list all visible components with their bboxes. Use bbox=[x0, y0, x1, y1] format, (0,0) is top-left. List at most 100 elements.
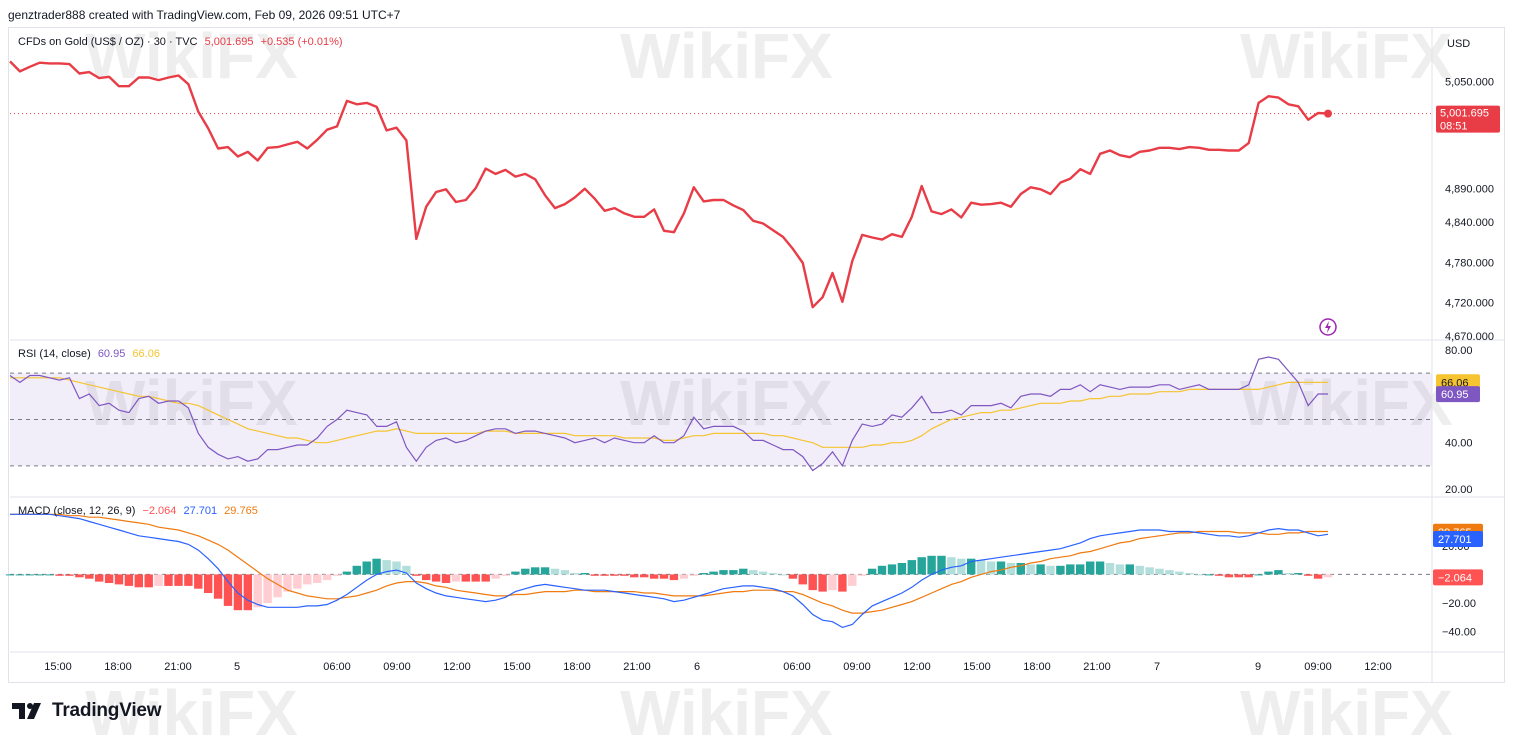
macd-histogram-bar bbox=[322, 574, 332, 581]
macd-histogram-bar bbox=[1175, 571, 1184, 575]
macd-histogram-bar bbox=[1026, 564, 1035, 575]
macd-histogram-bar bbox=[65, 574, 74, 576]
rsi-ma-line bbox=[10, 377, 1328, 448]
macd-value-label: 27.701 bbox=[183, 505, 218, 517]
macd-histogram-bar bbox=[154, 574, 163, 586]
macd-histogram-bar bbox=[1195, 574, 1204, 576]
macd-line bbox=[10, 513, 1329, 629]
macd-histogram-bar bbox=[1214, 574, 1224, 576]
macd-histogram-bar bbox=[1036, 564, 1045, 575]
macd-histogram-bar bbox=[967, 558, 976, 575]
macd-histogram-bar bbox=[640, 574, 649, 578]
macd-histogram-bar bbox=[451, 574, 461, 582]
macd-histogram-bar bbox=[1204, 574, 1214, 576]
macd-histogram-bar bbox=[858, 574, 867, 576]
macd-histogram-bar bbox=[213, 574, 223, 599]
macd-histogram-bar bbox=[600, 574, 609, 576]
macd-histogram-bar bbox=[392, 561, 401, 575]
rsi-badge bbox=[1436, 386, 1480, 403]
macd-badge-value: 27.701 bbox=[1438, 534, 1472, 546]
macd-histogram-bar bbox=[481, 574, 490, 582]
macd-histogram-bar bbox=[838, 574, 847, 592]
time-tick-label: 12:00 bbox=[443, 661, 471, 673]
last-price-badge bbox=[1436, 105, 1500, 133]
macd-histogram-bar bbox=[1185, 573, 1194, 575]
time-tick-label: 21:00 bbox=[164, 661, 192, 673]
macd-histogram-bar bbox=[184, 574, 193, 586]
macd-histogram-bar bbox=[5, 574, 15, 576]
macd-histogram-bar bbox=[491, 574, 500, 579]
macd-histogram-bar bbox=[313, 574, 322, 583]
macd-histogram-bar bbox=[253, 574, 262, 608]
macd-histogram-bar bbox=[808, 574, 817, 591]
macd-histogram-bar bbox=[422, 574, 431, 581]
price-line bbox=[9, 60, 1329, 309]
macd-histogram-bar bbox=[947, 557, 956, 575]
time-tick-label: 09:00 bbox=[1304, 661, 1332, 673]
macd-hist-value-label: −2.064 bbox=[142, 505, 177, 517]
macd-histogram-bar bbox=[570, 573, 579, 575]
macd-histogram-bar bbox=[1224, 574, 1234, 578]
tradingview-logo-icon bbox=[12, 703, 41, 719]
watermark-layer: WikiFX WikiFX WikiFX WikiFX WikiFX WikiFX Wiki… bbox=[85, 20, 1453, 741]
macd-histogram-bar bbox=[897, 563, 907, 575]
time-tick-label: 15:00 bbox=[503, 661, 531, 673]
macd-histogram-bar bbox=[382, 560, 391, 575]
rsi-line bbox=[9, 356, 1328, 472]
time-tick-label: 09:00 bbox=[383, 661, 411, 673]
countdown-badge-value: 08:51 bbox=[1440, 121, 1468, 133]
macd-histogram-bar bbox=[471, 574, 480, 582]
macd-histogram-bar bbox=[550, 568, 560, 575]
rsi-tick-label: 80.00 bbox=[1445, 345, 1473, 357]
macd-histogram-bar bbox=[620, 574, 629, 576]
macd-histogram-bar bbox=[659, 574, 669, 579]
price-tick-label: 5,050.000 bbox=[1445, 76, 1494, 88]
macd-histogram-bar bbox=[1284, 573, 1293, 575]
macd-histogram-bar bbox=[431, 574, 441, 582]
macd-histogram-bar bbox=[1086, 561, 1095, 575]
macd-histogram-bar bbox=[15, 574, 25, 576]
time-tick-label: 5 bbox=[234, 661, 240, 673]
macd-histogram-bar bbox=[1125, 564, 1134, 575]
macd-histogram-bar bbox=[976, 560, 986, 575]
macd-histogram-bar bbox=[501, 574, 510, 576]
macd-histogram-bar bbox=[739, 568, 748, 575]
price-tick-label: 4,840.000 bbox=[1445, 217, 1494, 229]
macd-histogram-bar bbox=[768, 573, 778, 575]
macd-histogram-bar bbox=[45, 574, 54, 576]
macd-histogram-bar bbox=[679, 574, 689, 579]
watermark-text: WikiFX bbox=[85, 677, 298, 741]
macd-legend: MACD (close, 12, 26, 9) −2.064 27.701 29… bbox=[18, 505, 262, 517]
time-tick-label: 09:00 bbox=[843, 661, 871, 673]
tradingview-logo[interactable]: TradingView bbox=[12, 700, 162, 722]
lightning-icon-ring bbox=[1319, 318, 1337, 336]
chart-frame[interactable] bbox=[8, 27, 1505, 683]
time-tick-label: 21:00 bbox=[1083, 661, 1111, 673]
currency-label: USD bbox=[1447, 38, 1471, 50]
macd-histogram-bar bbox=[412, 574, 421, 576]
macd-histogram-bar bbox=[342, 571, 352, 575]
macd-histogram-bar bbox=[709, 571, 718, 575]
macd-histogram-bar bbox=[788, 574, 798, 579]
macd-histogram-bar bbox=[778, 574, 788, 576]
macd-histogram-bar bbox=[927, 555, 936, 575]
macd-histogram-bar bbox=[689, 574, 698, 576]
macd-histogram-bar bbox=[104, 574, 114, 583]
watermark-text: WikiFX bbox=[620, 20, 833, 92]
time-tick-label: 15:00 bbox=[963, 661, 991, 673]
macd-histogram-bar bbox=[590, 574, 599, 576]
macd-histogram-bar bbox=[1254, 574, 1263, 576]
macd-histogram-bar bbox=[867, 568, 877, 575]
watermark-text: WikiFX bbox=[85, 20, 298, 92]
macd-histogram-bar bbox=[818, 574, 827, 592]
macd-histogram-bar bbox=[1304, 574, 1313, 576]
watermark-text: WikiFX bbox=[1240, 367, 1453, 439]
watermark-text: WikiFX bbox=[1240, 20, 1453, 92]
macd-histogram-bar bbox=[85, 574, 94, 579]
macd-histogram-bar bbox=[610, 574, 619, 576]
price-tick-label: 4,670.000 bbox=[1445, 331, 1494, 343]
macd-histogram-bar bbox=[1313, 574, 1323, 579]
macd-histogram-bar bbox=[204, 574, 213, 593]
lightning-icon-bolt bbox=[1325, 321, 1331, 333]
